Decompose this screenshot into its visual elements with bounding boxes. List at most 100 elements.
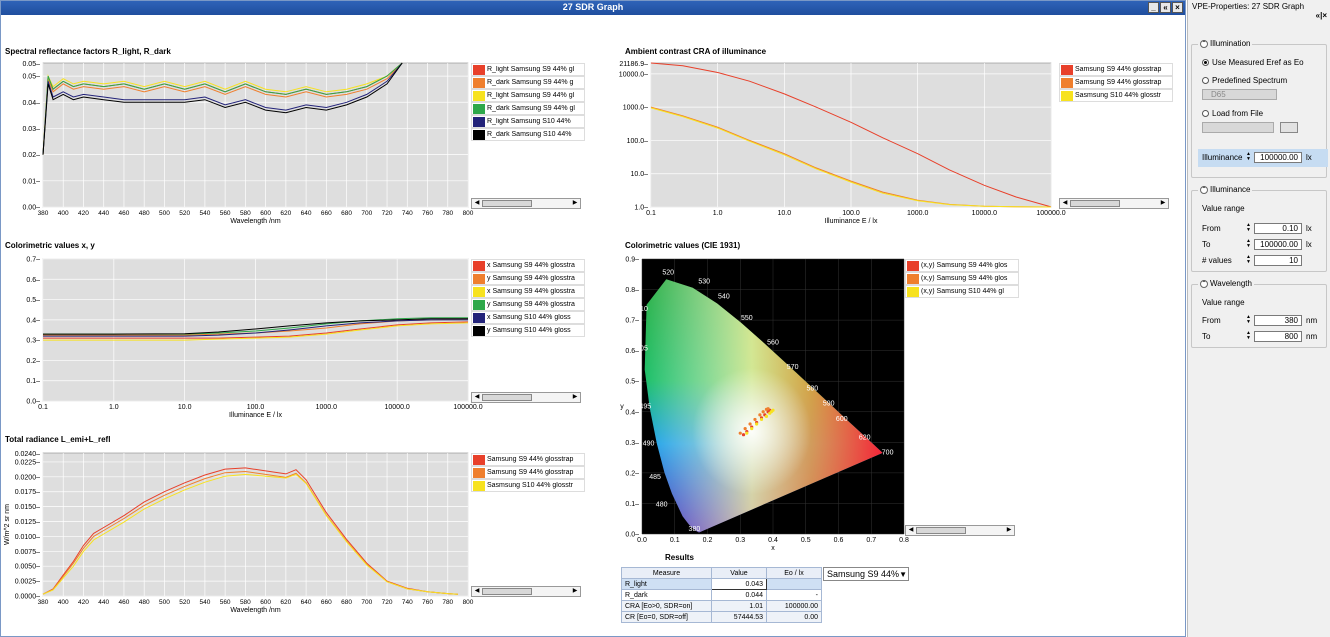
load-from-file-radio[interactable]: Load from File bbox=[1202, 109, 1263, 118]
y-tick-label: 0.0125– bbox=[15, 519, 40, 526]
wavelength-from-input[interactable]: 380 bbox=[1254, 315, 1302, 326]
legend-swatch bbox=[907, 261, 919, 271]
x-tick-label: 0.4 bbox=[768, 537, 778, 544]
table-row[interactable]: R_dark 0.044 - bbox=[621, 589, 822, 601]
illuminance-label: Illuminance bbox=[1202, 153, 1243, 162]
file-path-field[interactable] bbox=[1202, 122, 1274, 133]
ambient-scrollbar[interactable]: ◀ ▶ bbox=[1059, 198, 1169, 209]
y-tick-label: 0.04– bbox=[22, 100, 40, 107]
results-cell-value[interactable]: 0.043 bbox=[711, 578, 767, 590]
wavelength-to-input[interactable]: 800 bbox=[1254, 331, 1302, 342]
x-tick-label: 0.2 bbox=[703, 537, 713, 544]
x-tick-label: 720 bbox=[382, 210, 393, 217]
collapse-icon[interactable]: ⌃ bbox=[1200, 39, 1208, 48]
x-tick-label: 540 bbox=[199, 599, 210, 606]
legend-label: (x,y) Samsung S9 44% glos bbox=[921, 262, 1008, 269]
wavelength-to-spinner[interactable]: ▲ ▼ bbox=[1246, 330, 1251, 341]
table-row[interactable]: R_light 0.043 bbox=[621, 578, 822, 590]
legend-label: Samsung S9 44% glosstrap bbox=[487, 469, 574, 476]
y-tick-label: 0.0075– bbox=[15, 549, 40, 556]
results-cell-measure: R_light bbox=[621, 578, 712, 590]
wavelength-label: 560 bbox=[767, 340, 779, 347]
cie-title: Colorimetric values (CIE 1931) bbox=[625, 241, 741, 250]
x-tick-label: 10000.0 bbox=[972, 210, 997, 217]
x-tick-label: 500 bbox=[159, 599, 170, 606]
x-tick-label: 460 bbox=[119, 599, 130, 606]
table-row[interactable]: CRA [Eo>0, SDR=on] 1.01 100000.00 bbox=[621, 600, 822, 612]
series-line bbox=[43, 319, 468, 337]
y-tick-label: 0.5– bbox=[26, 297, 40, 304]
legend-item: Sasmsung S10 44% glosstr bbox=[471, 479, 585, 492]
illuminance-from-label: From bbox=[1202, 224, 1221, 233]
y-tick-label: 0.5– bbox=[625, 379, 639, 386]
close-button[interactable]: × bbox=[1172, 2, 1183, 13]
x-tick-label: 0.1 bbox=[670, 537, 680, 544]
wavelength-from-spinner[interactable]: ▲ ▼ bbox=[1246, 314, 1251, 325]
x-tick-label: 0.5 bbox=[801, 537, 811, 544]
x-tick-label: 740 bbox=[402, 599, 413, 606]
use-measured-label: Use Measured Eref as Eo bbox=[1212, 58, 1304, 67]
x-tick-label: 0.3 bbox=[735, 537, 745, 544]
properties-window-controls[interactable]: «|× bbox=[1315, 11, 1327, 20]
legend-label: R_dark Samsung S9 44% gl bbox=[487, 105, 575, 112]
legend-swatch bbox=[1061, 91, 1073, 101]
restore-button[interactable]: « bbox=[1160, 2, 1171, 13]
legend-swatch bbox=[907, 287, 919, 297]
series-line bbox=[43, 322, 469, 341]
table-row[interactable]: CR [Eo=0, SDR=off] 57444.53 0.00 bbox=[621, 611, 822, 623]
wavelength-label: 510 bbox=[636, 306, 648, 313]
reflectance-scrollbar[interactable]: ◀ ▶ bbox=[471, 198, 581, 209]
legend-label: R_light Samsung S9 44% gl bbox=[487, 92, 575, 99]
y-tick-label: 0.3– bbox=[26, 338, 40, 345]
illuminance-to-input[interactable]: 100000.00 bbox=[1254, 239, 1302, 250]
legend-swatch bbox=[1061, 78, 1073, 88]
illuminance-count-spinner[interactable]: ▲ ▼ bbox=[1246, 254, 1251, 265]
colorimetric-xy-scrollbar[interactable]: ◀ ▶ bbox=[471, 392, 581, 403]
legend-item: R_light Samsung S10 44% bbox=[471, 115, 585, 128]
chevron-down-icon: ▼ bbox=[899, 570, 907, 579]
predefined-spectrum-field[interactable]: D65 bbox=[1202, 89, 1277, 100]
x-tick-label: 520 bbox=[179, 599, 190, 606]
x-tick-label: 760 bbox=[422, 210, 433, 217]
data-point bbox=[758, 413, 762, 417]
y-tick-label: 0.2– bbox=[625, 470, 639, 477]
minimize-button[interactable]: _ bbox=[1148, 2, 1159, 13]
results-table: Measure Value Eo / lx R_light 0.043 R_da… bbox=[621, 567, 822, 623]
browse-file-button[interactable] bbox=[1280, 122, 1298, 133]
collapse-icon[interactable]: ⌃ bbox=[1200, 185, 1208, 194]
y-tick-label: 0.8– bbox=[625, 287, 639, 294]
series-line bbox=[42, 62, 403, 155]
illuminance-to-spinner[interactable]: ▲ ▼ bbox=[1246, 238, 1251, 249]
y-tick-label: 0.01– bbox=[22, 178, 40, 185]
results-device-select[interactable]: Samsung S9 44% ▼ bbox=[823, 567, 909, 581]
illuminance-input[interactable]: 100000.00 bbox=[1254, 152, 1302, 163]
x-tick-label: 0.6 bbox=[834, 537, 844, 544]
y-tick-label: 0.2– bbox=[26, 358, 40, 365]
illuminance-spinner[interactable]: ▲ ▼ bbox=[1246, 151, 1251, 162]
illuminance-count-input[interactable]: 10 bbox=[1254, 255, 1302, 266]
illuminance-group: ⌃ Illuminance Value range From ▲ ▼ 0.10 lx… bbox=[1191, 185, 1327, 272]
legend-swatch bbox=[473, 104, 485, 114]
legend-swatch bbox=[473, 261, 485, 271]
legend-swatch bbox=[473, 117, 485, 127]
x-tick-label: 100.0 bbox=[842, 210, 860, 217]
illuminance-from-input[interactable]: 0.10 bbox=[1254, 223, 1302, 234]
use-measured-radio[interactable]: Use Measured Eref as Eo bbox=[1202, 58, 1304, 67]
ambient-title: Ambient contrast CRA of illuminance bbox=[625, 47, 767, 56]
data-point bbox=[771, 408, 775, 412]
illuminance-from-spinner[interactable]: ▲ ▼ bbox=[1246, 222, 1251, 233]
x-tick-label: 480 bbox=[139, 599, 150, 606]
radio-icon bbox=[1202, 110, 1209, 118]
y-tick-label: 1000.0– bbox=[623, 105, 648, 112]
wavelength-label: 620 bbox=[859, 434, 871, 441]
radiance-scrollbar[interactable]: ◀ ▶ bbox=[471, 586, 581, 597]
wavelength-label: 520 bbox=[662, 269, 674, 276]
illuminance-group-header: ⌃ Illuminance bbox=[1198, 185, 1253, 194]
series-line bbox=[43, 318, 468, 335]
results-cell-eo: - bbox=[766, 589, 822, 601]
wavelength-label: 700 bbox=[882, 450, 894, 457]
collapse-icon[interactable]: ⌃ bbox=[1200, 279, 1208, 288]
predefined-spectrum-radio[interactable]: Predefined Spectrum bbox=[1202, 76, 1287, 85]
y-tick-label: 0.4– bbox=[26, 317, 40, 324]
cie-scrollbar[interactable]: ◀ ▶ bbox=[905, 525, 1015, 536]
